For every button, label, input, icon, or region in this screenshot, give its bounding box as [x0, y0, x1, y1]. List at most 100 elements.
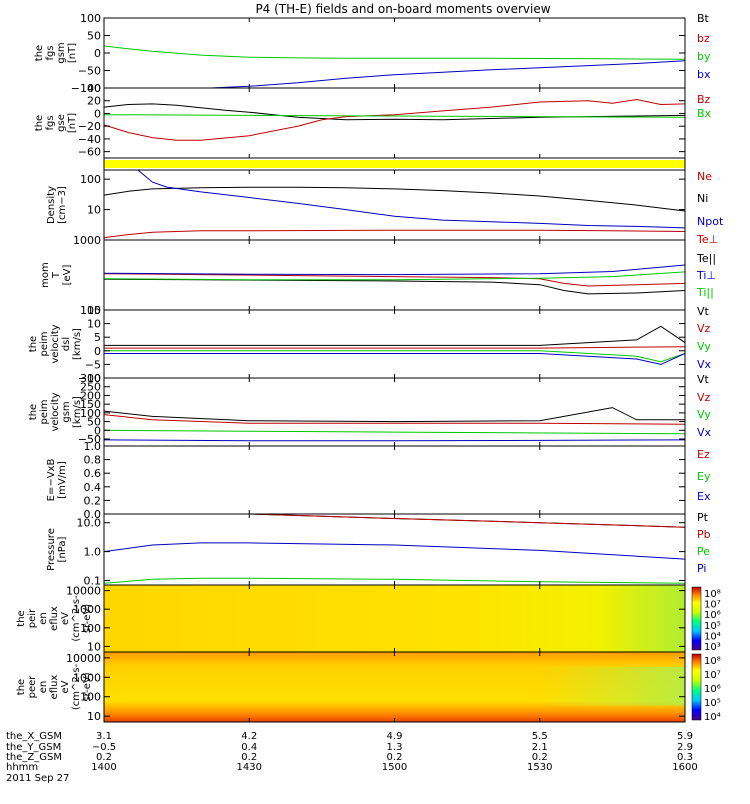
y-axis-label: eflux [49, 675, 60, 700]
y-axis-label: [eV] [62, 265, 73, 286]
y-tick-label: 5 [94, 331, 101, 344]
legend-entry-Pt: Pt [697, 511, 709, 524]
y-tick-label: −50 [78, 433, 101, 446]
colorbar-tick-label: 10⁵ [704, 698, 721, 709]
x-axis-value: 0.2 [387, 752, 403, 763]
legend-entry-Pe: Pe [697, 545, 710, 558]
y-axis-label: T [51, 271, 62, 279]
y-axis-label: velocity [50, 392, 61, 431]
y-axis-label: (cm^2-s- [71, 595, 82, 642]
legend-entry-Ni: Ni [697, 192, 708, 205]
x-axis-value: 1600 [672, 762, 697, 773]
x-axis-value: 2.1 [532, 742, 548, 753]
legend-entry-Npot: Npot [697, 215, 724, 228]
y-axis-label: gsm [56, 42, 67, 63]
colorbar [691, 586, 702, 651]
y-tick-label: 0 [94, 47, 101, 60]
legend-entry-Ne: Ne [697, 170, 712, 183]
panel-frame [103, 309, 686, 379]
y-axis-label: mom [40, 262, 51, 288]
colorbar-tick-label: 10⁸ [704, 656, 721, 667]
legend-entry-bx: bx [697, 68, 711, 81]
legend-entry-Ex: Ex [697, 490, 711, 503]
x-axis-value: 1430 [237, 762, 262, 773]
y-axis-label: sr-eV) [82, 604, 93, 633]
panel-density: 100 10 Density [cm−3] Ne Ni Npot [46, 169, 724, 241]
y-tick-label: 100 [80, 622, 101, 635]
y-tick-label: 10000 [66, 585, 101, 598]
yellow-status-bar [104, 160, 685, 168]
x-axis-value: 0.4 [241, 742, 257, 753]
x-axis-row-label: hhmm [6, 762, 38, 773]
legend-entry-Bz: Bz [697, 93, 711, 106]
y-tick-label: 1.0 [84, 440, 102, 453]
legend-entry-Bt: Bt [697, 12, 710, 25]
series-line-Te|| [103, 278, 686, 295]
colorbar-tick-label: 10⁷ [704, 600, 721, 611]
series-line-Vx [103, 439, 686, 442]
y-tick-label: 0 [94, 345, 101, 358]
spectrogram-low-flux-region [539, 667, 685, 706]
y-tick-label: 10 [87, 318, 101, 331]
legend-entry-Vt: Vt [697, 373, 710, 386]
y-axis-label: the [16, 679, 27, 695]
colorbar-tick-label: 10⁷ [704, 670, 721, 681]
y-tick-label: 100 [80, 407, 101, 420]
colorbar-tick-label: 10⁶ [704, 684, 721, 695]
legend-entry-Bx: Bx [697, 107, 712, 120]
series-line-bx [210, 60, 686, 89]
y-axis-label: eV [60, 680, 71, 693]
legend-entry-Ti||: Ti|| [696, 286, 714, 299]
y-axis-label: peer [27, 675, 38, 699]
y-tick-label: 100 [80, 12, 101, 25]
x-axis-value: 5.9 [677, 731, 693, 742]
y-axis-label: gse [56, 114, 67, 132]
y-axis-label: E=−VxB [46, 459, 57, 502]
x-axis-row-label: the_Y_GSM [6, 742, 61, 753]
y-tick-label: 50 [87, 30, 101, 43]
colorbar-tick-label: 10⁶ [704, 610, 721, 621]
y-tick-label: 0 [94, 107, 101, 120]
y-axis-label: Pressure [46, 528, 57, 571]
y-tick-label: 0.1 [84, 575, 102, 588]
colorbar-tick-label: 10⁵ [704, 621, 721, 632]
series-line-Pi [103, 542, 686, 560]
y-axis-label: velocity [50, 324, 61, 363]
y-axis-label: [km/s] [72, 396, 83, 428]
x-axis-value: 4.9 [387, 731, 403, 742]
x-axis-value: 1.3 [387, 742, 403, 753]
y-tick-label: 10 [87, 640, 101, 653]
series-line-Ni [103, 186, 686, 212]
y-axis-label: en [38, 681, 49, 694]
y-tick-label: 0.4 [84, 481, 102, 494]
y-tick-label: −100 [71, 82, 101, 95]
x-axis-table: the_X_GSM 3.1 4.2 4.9 5.5 5.9 the_Y_GSM −0.5 0.4… [6, 731, 698, 784]
y-tick-label: −50 [78, 65, 101, 78]
panel-pressure: 10.0 1.0 0.1 Pressure [nPa] Pt Pb Pe Pi [46, 511, 711, 588]
legend-entry-Ey: Ey [697, 470, 711, 483]
colorbar-tick-label: 10³ [704, 642, 721, 653]
series-line-Ne [103, 229, 686, 239]
y-axis-label: the [28, 404, 39, 420]
colorbar-tick-label: 10⁴ [704, 631, 721, 642]
y-tick-label: 10 [87, 710, 101, 723]
y-axis-label: peir [27, 608, 38, 628]
colorbar [691, 653, 702, 721]
y-axis-label: the [28, 336, 39, 352]
legend-entry-Vt: Vt [697, 305, 710, 318]
x-axis-value: 4.2 [241, 731, 257, 742]
y-tick-label: 0.6 [84, 467, 102, 480]
y-tick-label: 100 [80, 304, 101, 317]
y-axis-label: [nT] [67, 113, 78, 133]
series-line-Bz [103, 98, 686, 141]
x-axis-value: 0.3 [677, 752, 693, 763]
panel-frame [103, 169, 686, 241]
y-axis-label: the [16, 610, 27, 626]
legend-entry-Te⊥: Te⊥ [696, 233, 718, 246]
series-line-Bt [103, 103, 686, 121]
